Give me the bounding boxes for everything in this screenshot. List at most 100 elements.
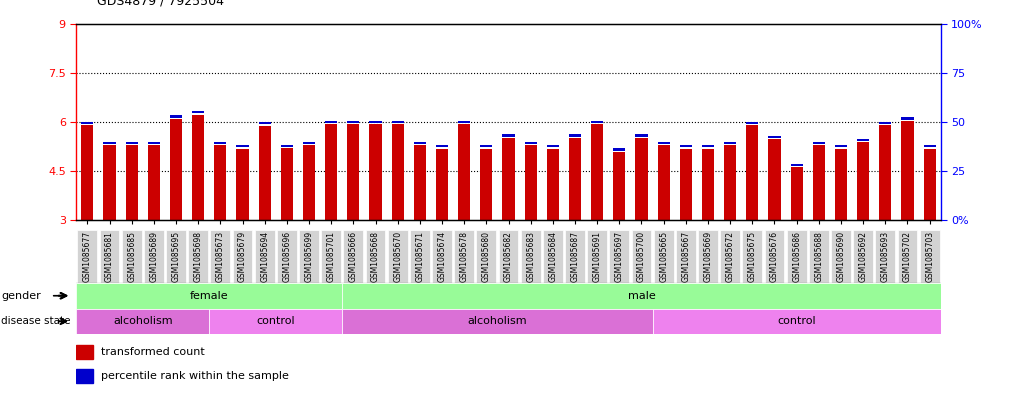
FancyBboxPatch shape [432,230,452,283]
Text: GSM1085688: GSM1085688 [815,231,824,282]
Bar [436,149,448,220]
FancyBboxPatch shape [632,230,652,283]
Bar [769,139,781,220]
FancyBboxPatch shape [122,230,141,283]
Bar [880,122,892,124]
Bar [746,125,759,220]
FancyBboxPatch shape [543,230,562,283]
Text: GSM1085698: GSM1085698 [193,231,202,282]
FancyBboxPatch shape [521,230,541,283]
Text: GSM1085684: GSM1085684 [548,231,557,282]
Bar [790,167,802,220]
FancyBboxPatch shape [365,230,385,283]
Bar [679,145,692,147]
FancyBboxPatch shape [809,230,829,283]
FancyBboxPatch shape [742,230,763,283]
FancyBboxPatch shape [143,230,164,283]
Bar [325,121,338,123]
Bar [724,142,736,144]
FancyBboxPatch shape [76,309,210,334]
Bar [547,145,559,147]
FancyBboxPatch shape [321,230,341,283]
Text: GSM1085670: GSM1085670 [394,231,402,282]
Text: GSM1085693: GSM1085693 [881,231,890,282]
Text: female: female [190,291,229,301]
FancyBboxPatch shape [919,230,940,283]
Bar [658,145,670,220]
Text: control: control [256,316,295,326]
Bar [502,138,515,220]
Bar [436,145,448,147]
Bar [525,142,537,144]
FancyBboxPatch shape [698,230,718,283]
Bar [236,149,248,220]
Bar [76,369,93,383]
Bar [347,121,359,123]
FancyBboxPatch shape [299,230,319,283]
Text: alcoholism: alcoholism [113,316,173,326]
Bar [547,149,559,220]
FancyBboxPatch shape [653,309,941,334]
Bar [679,149,692,220]
Text: GSM1085677: GSM1085677 [82,231,92,282]
Bar [525,145,537,220]
Bar [769,136,781,138]
Bar [125,142,137,144]
FancyBboxPatch shape [343,309,653,334]
Text: GSM1085665: GSM1085665 [659,231,668,282]
FancyBboxPatch shape [100,230,120,283]
FancyBboxPatch shape [876,230,895,283]
Text: GSM1085702: GSM1085702 [903,231,912,282]
Bar [170,115,182,118]
Bar [303,142,315,144]
Bar [392,124,404,220]
Bar [702,149,714,220]
FancyBboxPatch shape [410,230,430,283]
Bar [147,142,160,144]
Bar [170,119,182,220]
Text: GSM1085691: GSM1085691 [593,231,602,282]
Bar [613,148,625,151]
Text: GSM1085667: GSM1085667 [681,231,691,282]
Bar [813,145,825,220]
Bar [81,122,94,124]
FancyBboxPatch shape [76,283,343,309]
FancyBboxPatch shape [455,230,474,283]
Bar [613,152,625,220]
Text: alcoholism: alcoholism [468,316,527,326]
Text: GSM1085676: GSM1085676 [770,231,779,282]
Bar [857,142,870,220]
Text: GSM1085669: GSM1085669 [704,231,713,282]
FancyBboxPatch shape [210,309,343,334]
Text: GSM1085679: GSM1085679 [238,231,247,282]
Bar [303,145,315,220]
Bar [480,149,492,220]
Text: GSM1085689: GSM1085689 [149,231,159,282]
FancyBboxPatch shape [77,230,98,283]
Bar [215,145,227,220]
Bar [923,149,936,220]
Bar [236,145,248,147]
Bar [215,142,227,144]
Text: GSM1085685: GSM1085685 [127,231,136,282]
FancyBboxPatch shape [609,230,630,283]
Bar [790,164,802,166]
FancyBboxPatch shape [565,230,585,283]
Bar [636,134,648,137]
FancyBboxPatch shape [387,230,408,283]
FancyBboxPatch shape [654,230,673,283]
FancyBboxPatch shape [898,230,917,283]
Bar [369,124,381,220]
Text: GSM1085672: GSM1085672 [726,231,734,282]
Bar [480,145,492,147]
Text: GSM1085699: GSM1085699 [304,231,313,282]
Bar [591,124,603,220]
Bar [147,145,160,220]
FancyBboxPatch shape [188,230,208,283]
Bar [591,121,603,123]
FancyBboxPatch shape [211,230,230,283]
Bar [347,124,359,220]
Text: GSM1085673: GSM1085673 [216,231,225,282]
FancyBboxPatch shape [720,230,740,283]
Text: GSM1085682: GSM1085682 [504,231,513,282]
